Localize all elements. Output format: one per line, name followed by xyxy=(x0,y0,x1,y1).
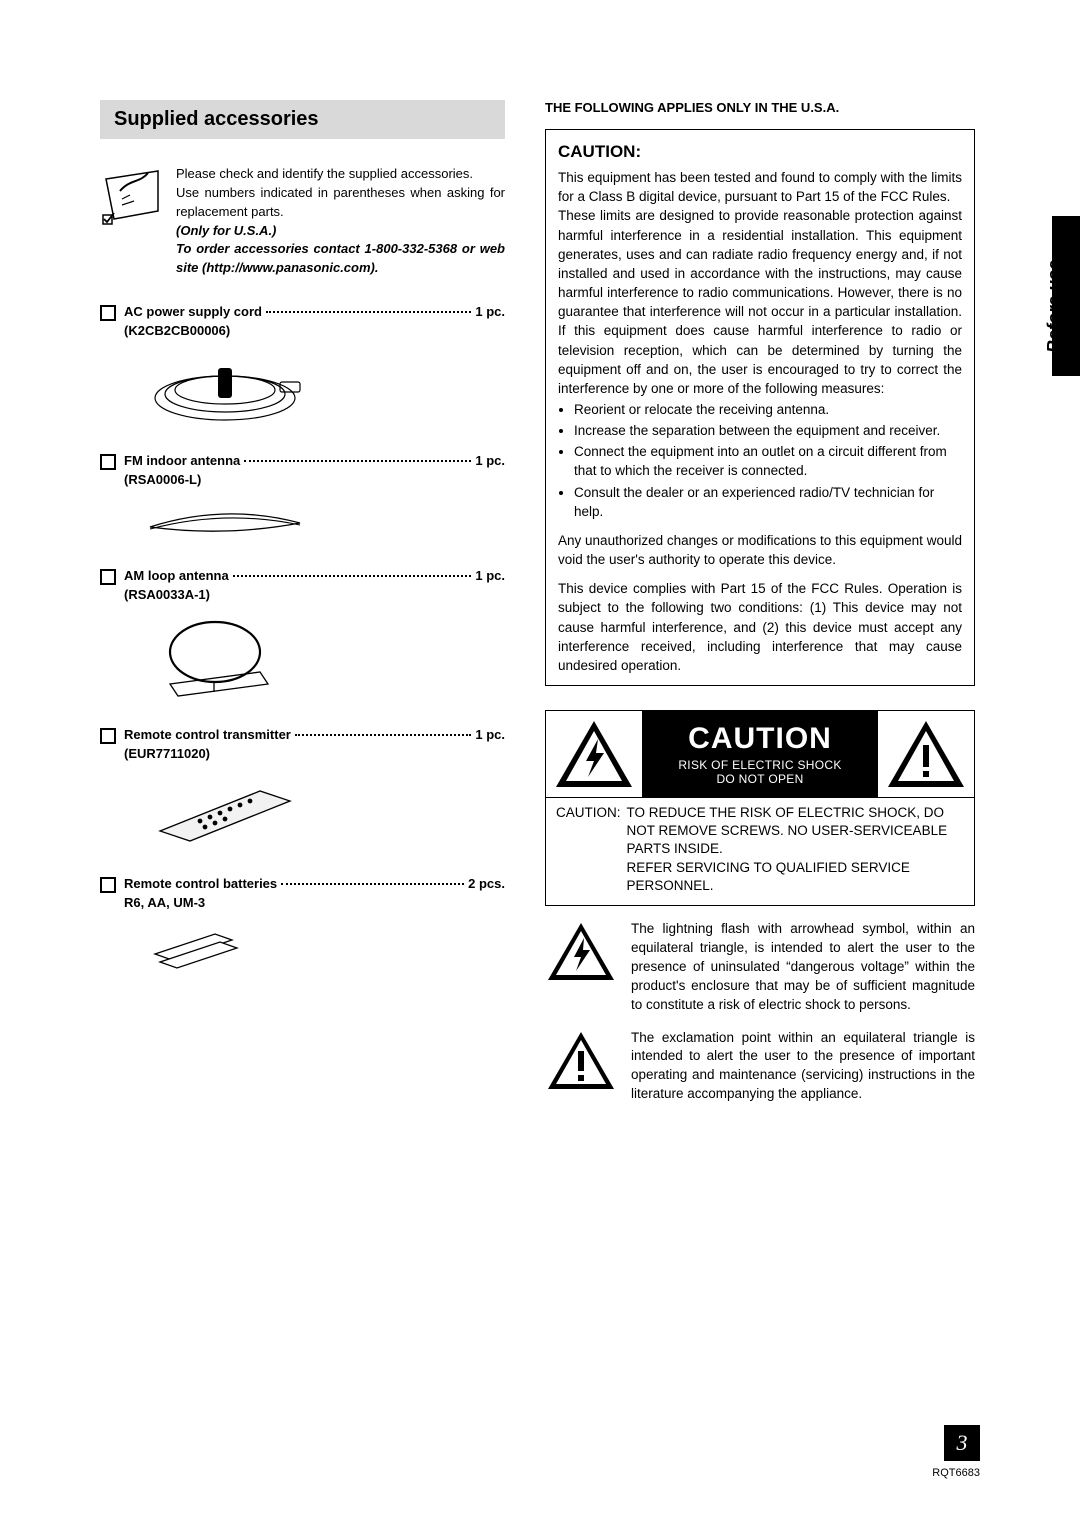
checkbox-icon xyxy=(100,454,116,470)
accessory-part-number: R6, AA, UM-3 xyxy=(124,895,505,910)
exclamation-triangle-icon xyxy=(878,711,974,797)
fcc-bullet: Connect the equipment into an outlet on … xyxy=(574,442,962,480)
accessory-qty: 2 pcs. xyxy=(468,876,505,891)
accessory-name: AM loop antenna xyxy=(124,568,229,583)
leader-dots xyxy=(281,883,464,885)
fcc-bullet: Reorient or relocate the receiving anten… xyxy=(574,400,962,419)
intro-note-body: To order accessories contact 1-800-332-5… xyxy=(176,240,505,278)
fcc-box: CAUTION: This equipment has been tested … xyxy=(545,129,975,686)
accessory-name: Remote control batteries xyxy=(124,876,277,891)
intro-text-2: Use numbers indicated in parentheses whe… xyxy=(176,184,505,222)
risk-line-2: DO NOT OPEN xyxy=(716,772,803,786)
accessory-part-number: (RSA0033A-1) xyxy=(124,587,505,602)
power-cord-illustration xyxy=(140,348,505,433)
fcc-bullet-list: Reorient or relocate the receiving anten… xyxy=(574,400,962,521)
fcc-paragraph: Any unauthorized changes or modification… xyxy=(558,531,962,569)
fcc-paragraph: These limits are designed to provide rea… xyxy=(558,206,962,398)
caution-label: CAUTION: xyxy=(556,804,621,895)
intro-block: Please check and identify the supplied a… xyxy=(100,165,505,278)
supplied-accessories-heading: Supplied accessories xyxy=(100,100,505,139)
leader-dots xyxy=(244,460,471,462)
accessory-qty: 1 pc. xyxy=(475,304,505,319)
caution-plate: CAUTION RISK OF ELECTRIC SHOCK DO NOT OP… xyxy=(545,710,975,906)
fcc-heading: THE FOLLOWING APPLIES ONLY IN THE U.S.A. xyxy=(545,100,975,115)
lightning-triangle-icon xyxy=(546,711,642,797)
hand-checklist-icon xyxy=(100,165,164,229)
exclamation-explanation: The exclamation point within an equilate… xyxy=(631,1029,975,1105)
accessory-item: Remote control transmitter 1 pc. (EUR771… xyxy=(100,727,505,856)
risk-line-1: RISK OF ELECTRIC SHOCK xyxy=(678,758,841,772)
accessory-name: Remote control transmitter xyxy=(124,727,291,742)
symbol-explanation-row: The lightning flash with arrowhead symbo… xyxy=(545,920,975,1014)
checkbox-icon xyxy=(100,305,116,321)
remote-control-illustration xyxy=(140,771,505,856)
intro-text-1: Please check and identify the supplied a… xyxy=(176,165,505,184)
caution-heading: CAUTION: xyxy=(558,140,962,164)
am-loop-antenna-illustration xyxy=(140,612,505,707)
checkbox-icon xyxy=(100,569,116,585)
fcc-bullet: Increase the separation between the equi… xyxy=(574,421,962,440)
accessory-name: FM indoor antenna xyxy=(124,453,240,468)
leader-dots xyxy=(233,575,472,577)
caution-word: CAUTION xyxy=(688,722,832,756)
fcc-bullet: Consult the dealer or an experienced rad… xyxy=(574,483,962,521)
accessory-qty: 1 pc. xyxy=(475,568,505,583)
fm-antenna-illustration xyxy=(140,497,505,548)
accessory-qty: 1 pc. xyxy=(475,727,505,742)
caution-body: TO REDUCE THE RISK OF ELECTRIC SHOCK, DO… xyxy=(627,804,964,895)
manual-page: Before use Supplied accessories Please c… xyxy=(0,0,1080,1525)
exclamation-triangle-icon xyxy=(545,1029,617,1098)
accessory-name: AC power supply cord xyxy=(124,304,262,319)
fcc-paragraph: This device complies with Part 15 of the… xyxy=(558,579,962,675)
accessory-part-number: (RSA0006-L) xyxy=(124,472,505,487)
accessory-item: FM indoor antenna 1 pc. (RSA0006-L) xyxy=(100,453,505,548)
lightning-triangle-icon xyxy=(545,920,617,989)
lightning-explanation: The lightning flash with arrowhead symbo… xyxy=(631,920,975,1014)
accessory-qty: 1 pc. xyxy=(475,453,505,468)
checkbox-icon xyxy=(100,877,116,893)
leader-dots xyxy=(266,311,471,313)
accessory-part-number: (K2CB2CB00006) xyxy=(124,323,505,338)
accessory-item: AM loop antenna 1 pc. (RSA0033A-1) xyxy=(100,568,505,707)
symbol-explanation-row: The exclamation point within an equilate… xyxy=(545,1029,975,1105)
intro-note-heading: (Only for U.S.A.) xyxy=(176,222,505,241)
batteries-illustration xyxy=(140,920,505,980)
leader-dots xyxy=(295,734,472,736)
side-tab-label: Before use xyxy=(1044,260,1065,353)
page-number: 3 xyxy=(944,1425,980,1461)
right-column: THE FOLLOWING APPLIES ONLY IN THE U.S.A.… xyxy=(545,100,975,1104)
accessory-item: AC power supply cord 1 pc. (K2CB2CB00006… xyxy=(100,304,505,433)
document-id: RQT6683 xyxy=(932,1467,980,1479)
fcc-paragraph: This equipment has been tested and found… xyxy=(558,168,962,206)
checkbox-icon xyxy=(100,728,116,744)
left-column: Supplied accessories Please check and id… xyxy=(100,100,505,1104)
accessory-part-number: (EUR7711020) xyxy=(124,746,505,761)
accessory-item: Remote control batteries 2 pcs. R6, AA, … xyxy=(100,876,505,980)
